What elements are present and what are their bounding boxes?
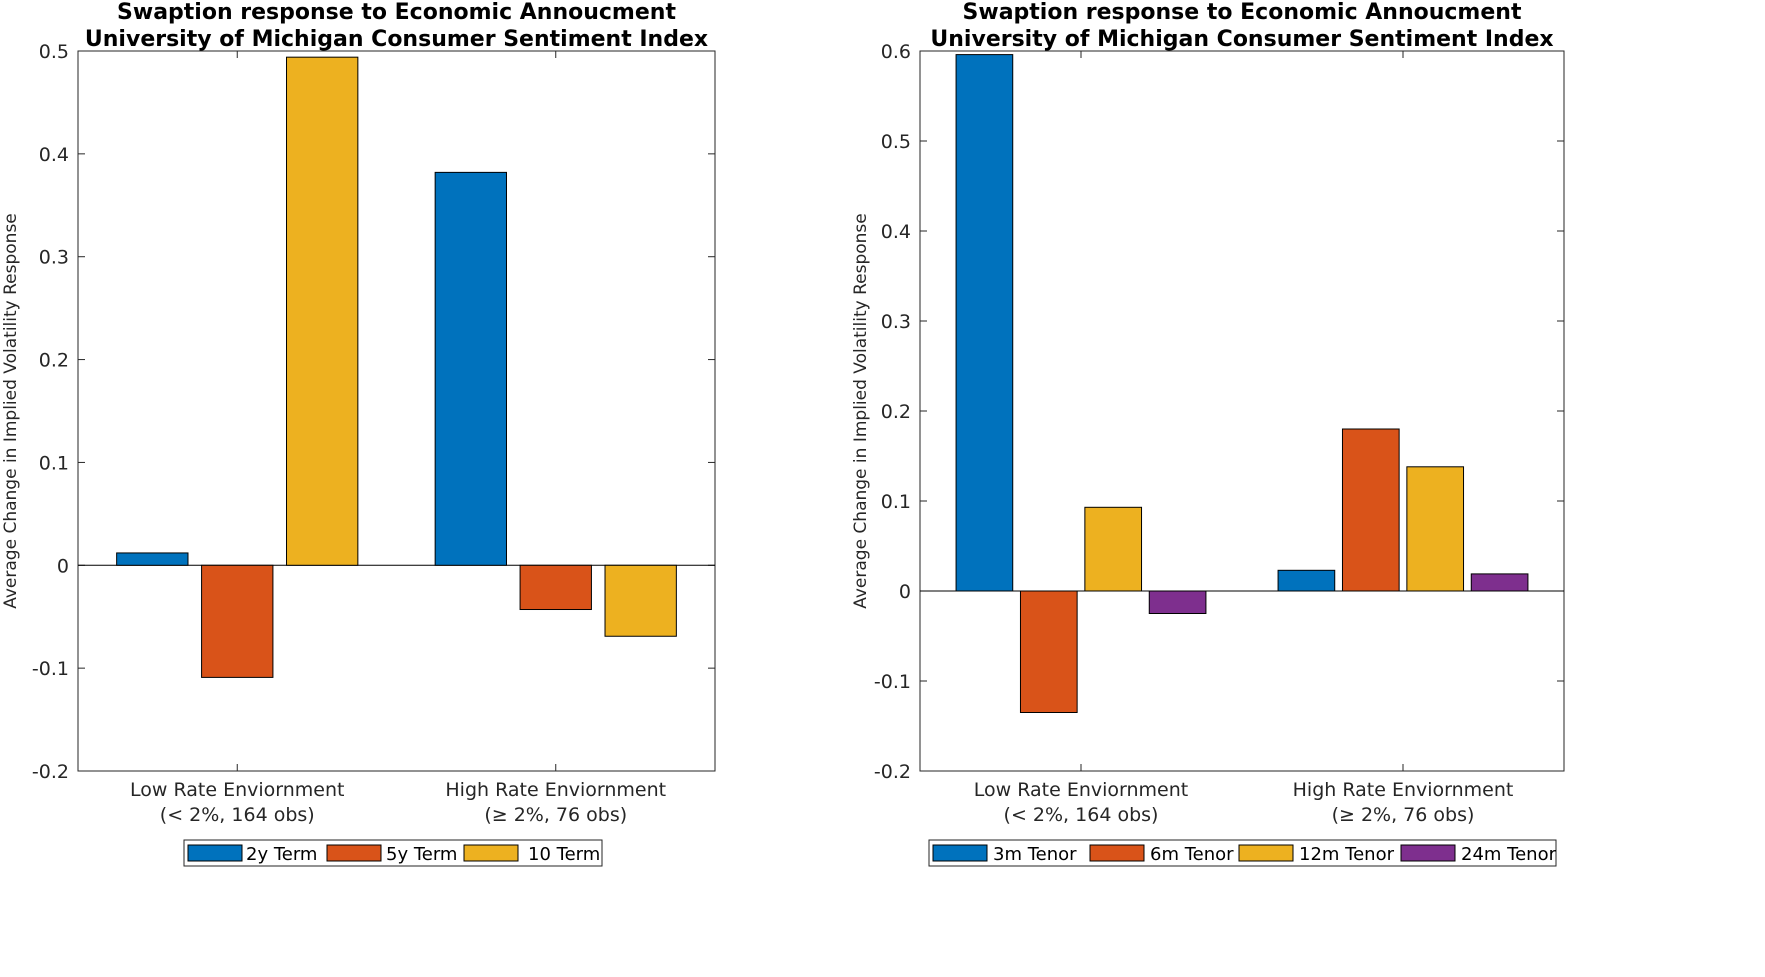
- legend-swatch: [1238, 844, 1294, 862]
- y-tick-label: 0.3: [39, 247, 69, 269]
- legend-swatch: [326, 844, 382, 862]
- bar-3m-tenor-cat1: [955, 54, 1014, 592]
- bar-5y-term-cat2: [519, 564, 592, 611]
- bar-10-term-cat1: [286, 56, 359, 566]
- legend-label: 6m Tenor: [1150, 844, 1234, 865]
- y-tick-label: -0.1: [32, 658, 69, 680]
- x-category-label-line: (≥ 2%, 76 obs): [1332, 804, 1475, 826]
- x-category-label-line: High Rate Enviornment: [1293, 779, 1514, 801]
- y-tick-label: 0.2: [39, 350, 69, 372]
- x-category-label-line: (≥ 2%, 76 obs): [484, 804, 627, 826]
- bar-6m-tenor-cat1: [1019, 590, 1078, 713]
- y-tick-label: 0.1: [39, 452, 69, 474]
- bar-24m-tenor-cat1: [1148, 590, 1207, 614]
- bar-3m-tenor-cat2: [1277, 569, 1336, 592]
- bar-12m-tenor-cat1: [1084, 506, 1143, 592]
- y-axis-label: Average Change in Implied Volatility Res…: [1, 213, 21, 609]
- legend-label: 24m Tenor: [1461, 844, 1557, 865]
- y-tick-label: -0.2: [874, 761, 911, 783]
- x-category-label-line: (< 2%, 164 obs): [1004, 804, 1159, 826]
- y-tick-label: 0.6: [881, 41, 911, 63]
- bar-2y-term-cat2: [434, 171, 507, 566]
- x-category-label-line: High Rate Enviornment: [445, 779, 666, 801]
- y-tick-label: 0.3: [881, 311, 911, 333]
- legend-box: [183, 839, 603, 867]
- legend-swatch: [187, 844, 243, 862]
- y-tick-label: 0.5: [881, 131, 911, 153]
- legend-swatch: [1400, 844, 1456, 862]
- y-tick-label: 0: [57, 555, 69, 577]
- chart-title-line-2: University of Michigan Consumer Sentimen…: [930, 27, 1553, 52]
- y-tick-label: -0.2: [32, 761, 69, 783]
- legend-swatch: [932, 844, 988, 862]
- chart-title-line-1: Swaption response to Economic Annoucment: [963, 0, 1522, 25]
- bar-2y-term-cat1: [116, 552, 189, 566]
- bar-12m-tenor-cat2: [1406, 466, 1465, 592]
- legend-label: 2y Term: [246, 844, 317, 865]
- plot-area-box: [77, 50, 716, 772]
- legend-label: 12m Tenor: [1299, 844, 1395, 865]
- chart-panel-2: Swaption response to Economic Annoucment…: [851, 0, 1565, 867]
- chart-title-line-2: University of Michigan Consumer Sentimen…: [85, 27, 708, 52]
- bar-5y-term-cat1: [201, 564, 274, 678]
- x-category-label-line: (< 2%, 164 obs): [160, 804, 315, 826]
- legend-label: 5y Term: [386, 844, 457, 865]
- chart-panel-1: Swaption response to Economic Annoucment…: [1, 0, 716, 867]
- plot-area-box: [919, 50, 1565, 772]
- x-category-label-line: Low Rate Enviornment: [974, 779, 1188, 801]
- y-tick-label: 0.5: [39, 41, 69, 63]
- legend-swatch: [463, 844, 519, 862]
- y-tick-label: 0: [899, 581, 911, 603]
- y-axis-label: Average Change in Implied Volatility Res…: [851, 213, 871, 609]
- y-tick-label: 0.2: [881, 401, 911, 423]
- y-tick-label: -0.1: [874, 671, 911, 693]
- legend-label: 3m Tenor: [993, 844, 1077, 865]
- bar-10-term-cat2: [604, 564, 677, 637]
- legend-label: 10 Term: [528, 844, 600, 865]
- y-tick-label: 0.1: [881, 491, 911, 513]
- y-tick-label: 0.4: [881, 221, 911, 243]
- bar-6m-tenor-cat2: [1341, 428, 1400, 592]
- chart-title-line-1: Swaption response to Economic Annoucment: [117, 0, 676, 25]
- x-category-label-line: Low Rate Enviornment: [130, 779, 344, 801]
- y-tick-label: 0.4: [39, 144, 69, 166]
- bar-24m-tenor-cat2: [1470, 573, 1529, 592]
- legend-swatch: [1089, 844, 1145, 862]
